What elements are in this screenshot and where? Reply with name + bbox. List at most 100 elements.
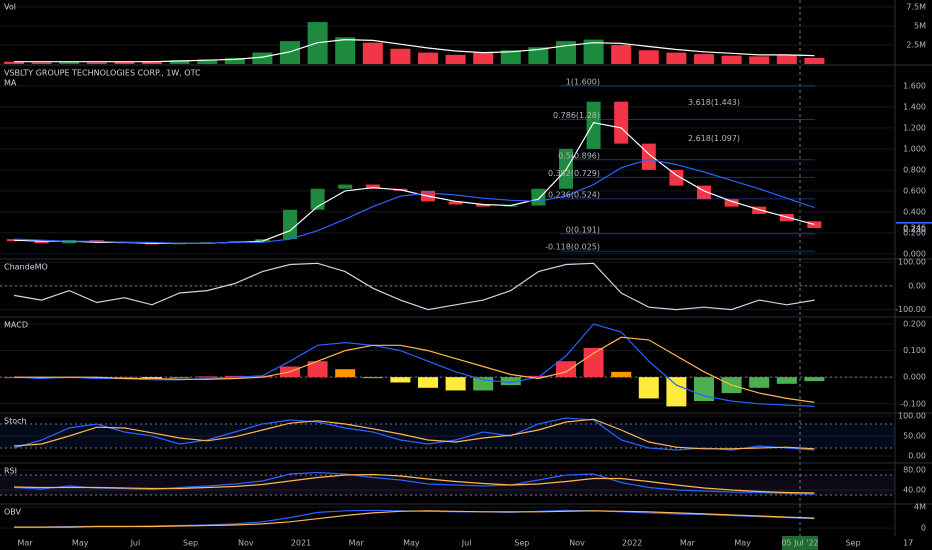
- fib-label: -0.118(0.025): [545, 243, 600, 252]
- y-tick-label: -0.100: [900, 399, 926, 408]
- x-tick-label: Nov: [569, 539, 585, 548]
- volume-bar: [749, 56, 770, 64]
- series-line: [13, 158, 815, 244]
- volume-bar: [666, 52, 687, 64]
- y-tick-label: 0.200: [903, 228, 926, 237]
- volume-bar: [86, 62, 107, 64]
- y-tick-label: 1.200: [903, 123, 926, 132]
- histogram-bar: [114, 377, 135, 379]
- y-tick-label: 7.5M: [906, 2, 926, 11]
- histogram-bar: [335, 369, 356, 378]
- y-tick-label: 0.000: [903, 373, 926, 382]
- x-tick-label: May: [734, 539, 751, 548]
- price-tag-label: 0.246: [903, 223, 926, 232]
- histogram-bar: [500, 377, 521, 386]
- candle: [807, 221, 822, 228]
- pane-title: RSI: [4, 467, 17, 476]
- volume-bar: [114, 61, 135, 64]
- x-tick-label: 17: [903, 539, 913, 548]
- pane-title: Stoch: [4, 417, 27, 426]
- y-tick-label: 100.00: [898, 412, 926, 421]
- y-tick-label: 0.00: [908, 452, 926, 461]
- y-tick-label: 0.000: [903, 249, 926, 258]
- y-tick-label: 0.600: [903, 186, 926, 195]
- volume-bar: [4, 61, 24, 64]
- histogram-bar: [638, 377, 659, 399]
- volume-bar: [500, 50, 521, 64]
- volume-bar: [611, 44, 632, 64]
- series-line: [13, 323, 815, 407]
- candle: [7, 239, 21, 242]
- histogram-bar: [390, 377, 411, 383]
- fib-label: 0.786(1.28): [553, 111, 600, 120]
- y-tick-label: 0.800: [903, 165, 926, 174]
- pane-title: VSBLTY GROUPE TECHNOLOGIES CORP., 1W, OT…: [4, 69, 201, 78]
- histogram-bar: [31, 377, 52, 379]
- series-line: [13, 473, 815, 494]
- series-line: [14, 336, 815, 403]
- x-tick-label: Mar: [680, 539, 696, 548]
- y-tick-label: 80.00: [903, 466, 926, 475]
- x-tick-label: 2022: [622, 539, 642, 548]
- histogram-bar: [694, 377, 714, 402]
- y-tick-label: 0: [921, 524, 926, 533]
- histogram-bar: [666, 377, 687, 407]
- volume-bar: [528, 47, 549, 64]
- marks: [4, 22, 932, 528]
- histogram-bar: [197, 376, 218, 378]
- volume-bar: [638, 50, 659, 64]
- x-tick-label: May: [403, 539, 420, 548]
- y-tick-label: 4M: [914, 503, 926, 512]
- histogram-bar: [583, 347, 604, 378]
- volume-bar: [583, 39, 604, 64]
- x-tick-label: Sep: [845, 539, 860, 548]
- histogram-bar: [804, 377, 825, 382]
- series-line: [14, 510, 815, 528]
- y-tick-label: 40.00: [903, 486, 926, 495]
- histogram-bar: [169, 377, 190, 379]
- price-tag-label: 0.230: [903, 225, 926, 234]
- candle: [586, 101, 601, 149]
- fib-ext-label: 2.618(1.097): [688, 134, 740, 143]
- histogram-bar: [362, 377, 383, 379]
- pane-title: Vol: [4, 3, 16, 12]
- volume-bar: [362, 42, 383, 64]
- volume-bar: [721, 55, 742, 64]
- fib-label: 0.236(0.524): [548, 190, 600, 199]
- histogram-bar: [776, 377, 797, 384]
- volume-bar: [418, 52, 438, 64]
- y-tick-label: 2.5M: [906, 40, 926, 49]
- fib-label: 0.5(0.896): [558, 151, 600, 160]
- candle: [531, 188, 546, 206]
- x-tick-label: May: [72, 539, 89, 548]
- series-line: [13, 417, 815, 451]
- y-tick-label: 0.00: [908, 281, 926, 290]
- x-tick-label: Sep: [514, 539, 529, 548]
- fib-ext-label: 3.618(1.443): [688, 98, 740, 107]
- volume-bar: [252, 52, 273, 64]
- volume-bar: [280, 41, 300, 64]
- candle: [448, 201, 463, 205]
- candle: [641, 143, 656, 170]
- histogram-bar: [749, 377, 770, 388]
- grid: [0, 6, 932, 529]
- volume-bar: [169, 60, 190, 64]
- y-tick-label: 1.400: [903, 102, 926, 111]
- fib-label: 1(1.600): [566, 77, 600, 86]
- histogram-bar: [445, 377, 466, 391]
- x-tick-label: Mar: [349, 539, 365, 548]
- histogram-bar: [142, 377, 162, 379]
- overlay-label: MA: [4, 79, 17, 88]
- y-tick-label: 1.600: [903, 81, 926, 90]
- volume-bar: [197, 59, 218, 64]
- candle: [34, 241, 49, 244]
- candle: [338, 184, 353, 189]
- x-tick-label: Mar: [17, 539, 33, 548]
- volume-bar: [445, 54, 466, 64]
- series-line: [13, 262, 815, 311]
- histogram-bar: [252, 375, 273, 378]
- histogram-bar: [556, 361, 576, 378]
- volume-bar: [59, 61, 80, 64]
- volume-bar: [776, 54, 797, 64]
- volume-bar: [390, 48, 411, 64]
